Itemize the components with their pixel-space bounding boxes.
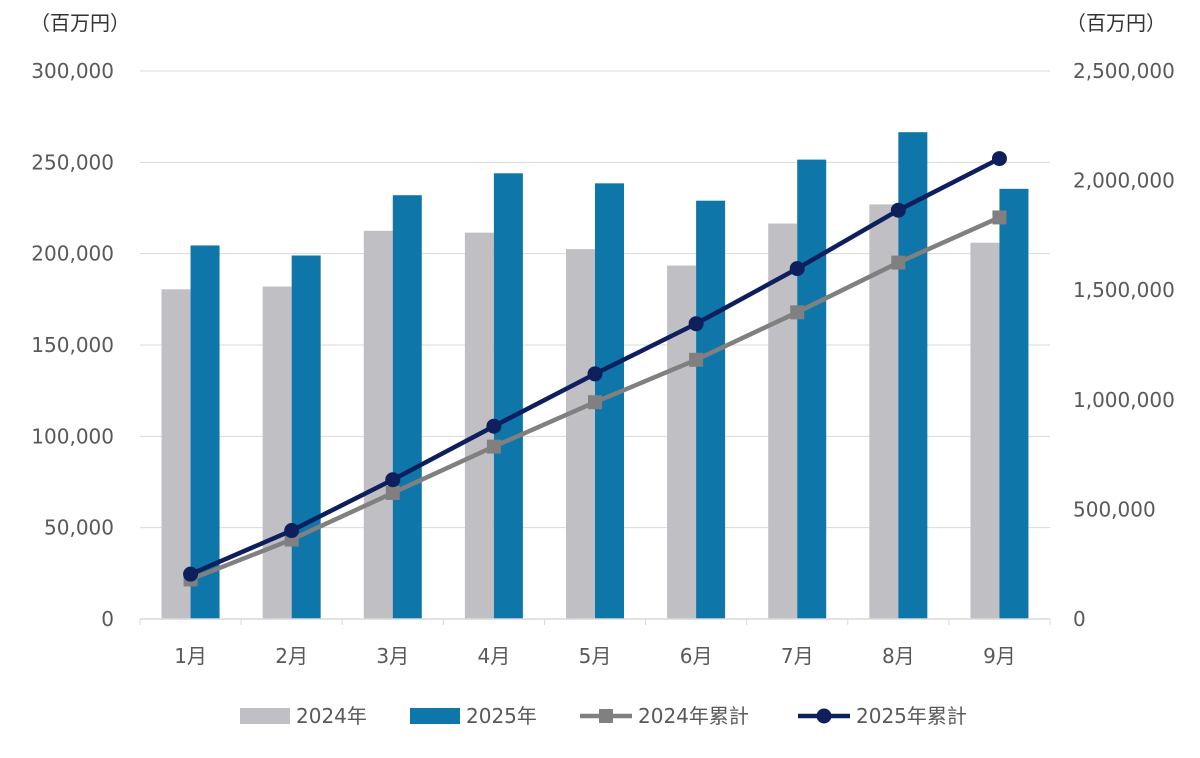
point-2024年累計 xyxy=(790,305,805,320)
bar-2025年 xyxy=(493,173,523,619)
point-2025年累計 xyxy=(587,366,603,382)
bar-2024年 xyxy=(161,289,191,619)
legend-label: 2025年 xyxy=(466,704,537,728)
x-tick-label: 6月 xyxy=(680,644,713,668)
left-tick-label: 200,000 xyxy=(31,242,114,266)
left-tick-label: 100,000 xyxy=(31,424,114,448)
point-2025年累計 xyxy=(183,566,199,582)
x-tick-label: 2月 xyxy=(275,644,308,668)
bar-2024年 xyxy=(363,230,393,620)
right-tick-label: 1,500,000 xyxy=(1073,278,1175,302)
tick-labels: 0 50,000 100,000 150,000 200,000 250,000 300,0… xyxy=(31,59,1175,668)
point-2025年累計 xyxy=(789,261,805,277)
right-axis-unit: （百万円） xyxy=(1066,11,1166,35)
right-tick-label: 500,000 xyxy=(1073,497,1156,521)
bar-2025年 xyxy=(190,245,220,620)
bar-2024年 xyxy=(566,249,595,619)
x-tick-label: 3月 xyxy=(376,644,409,668)
point-2024年累計 xyxy=(588,395,602,410)
left-tick-label: 250,000 xyxy=(31,150,114,174)
legend-label: 2024年累計 xyxy=(638,704,749,728)
left-axis-unit: （百万円） xyxy=(30,11,130,35)
axes xyxy=(139,618,1051,625)
right-tick-label: 2,000,000 xyxy=(1073,169,1175,193)
x-tick-label: 4月 xyxy=(478,644,511,668)
bar-2025年 xyxy=(696,200,726,619)
legend-marker xyxy=(599,709,613,723)
left-tick-label: 150,000 xyxy=(31,333,114,357)
point-2024年累計 xyxy=(992,210,1007,225)
legend-label: 2024年 xyxy=(296,704,367,728)
right-tick-label: 2,500,000 xyxy=(1073,59,1175,83)
bar-2025年 xyxy=(999,188,1029,619)
legend: 2024年 2025年 2024年累計 2025年累計 xyxy=(240,704,967,728)
point-2025年累計 xyxy=(991,151,1007,167)
x-tick-label: 9月 xyxy=(983,644,1016,668)
legend-swatch xyxy=(410,708,460,724)
legend-swatch xyxy=(240,708,290,724)
point-2025年累計 xyxy=(385,472,401,488)
left-tick-label: 0 xyxy=(101,607,114,631)
bar-2024年 xyxy=(970,242,1000,619)
point-2025年累計 xyxy=(688,316,704,332)
point-2025年累計 xyxy=(486,418,502,434)
bar-2025年 xyxy=(291,255,321,619)
bar-2025年 xyxy=(797,159,827,620)
point-2024年累計 xyxy=(891,255,906,270)
x-tick-label: 1月 xyxy=(174,644,207,668)
point-2025年累計 xyxy=(284,523,300,539)
x-tick-label: 7月 xyxy=(781,644,814,668)
legend-marker xyxy=(816,708,832,724)
point-2024年累計 xyxy=(486,439,501,454)
left-tick-label: 300,000 xyxy=(31,59,114,83)
right-tick-label: 0 xyxy=(1073,607,1086,631)
point-2024年累計 xyxy=(689,352,704,367)
x-tick-label: 5月 xyxy=(579,644,612,668)
right-tick-label: 1,000,000 xyxy=(1073,388,1175,412)
bar-2025年 xyxy=(392,195,422,620)
bar-2024年 xyxy=(768,223,798,619)
left-tick-label: 50,000 xyxy=(44,516,114,540)
point-2025年累計 xyxy=(890,202,906,218)
bars xyxy=(161,132,1029,620)
point-2024年累計 xyxy=(385,485,400,500)
bar-2024年 xyxy=(262,286,292,619)
legend-label: 2025年累計 xyxy=(856,704,967,728)
lines xyxy=(183,151,1007,587)
x-tick-label: 8月 xyxy=(882,644,915,668)
